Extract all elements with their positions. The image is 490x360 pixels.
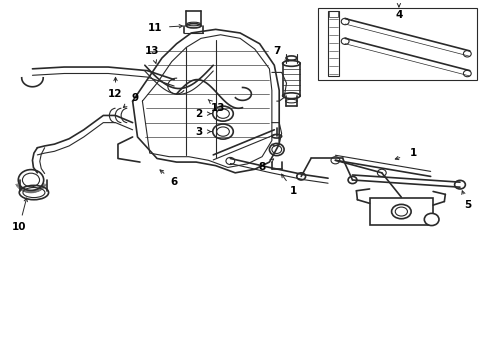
Text: 1: 1 bbox=[290, 186, 297, 196]
Text: 12: 12 bbox=[108, 89, 123, 99]
Text: 11: 11 bbox=[147, 23, 162, 33]
Ellipse shape bbox=[424, 213, 439, 226]
Bar bbox=[328, 12, 339, 76]
Text: 4: 4 bbox=[395, 10, 403, 20]
Bar bbox=[369, 198, 433, 225]
Text: 13: 13 bbox=[145, 46, 159, 56]
Text: 8: 8 bbox=[259, 162, 266, 172]
Bar bbox=[318, 8, 477, 80]
Text: 7: 7 bbox=[273, 46, 280, 56]
Text: 9: 9 bbox=[131, 93, 139, 103]
Text: 5: 5 bbox=[464, 200, 471, 210]
Text: 1: 1 bbox=[410, 148, 417, 158]
Bar bbox=[329, 12, 338, 17]
Text: 3: 3 bbox=[195, 127, 202, 136]
Text: 13: 13 bbox=[211, 103, 225, 113]
Text: 6: 6 bbox=[171, 177, 178, 187]
Text: 2: 2 bbox=[195, 109, 202, 119]
Text: 10: 10 bbox=[12, 222, 26, 231]
